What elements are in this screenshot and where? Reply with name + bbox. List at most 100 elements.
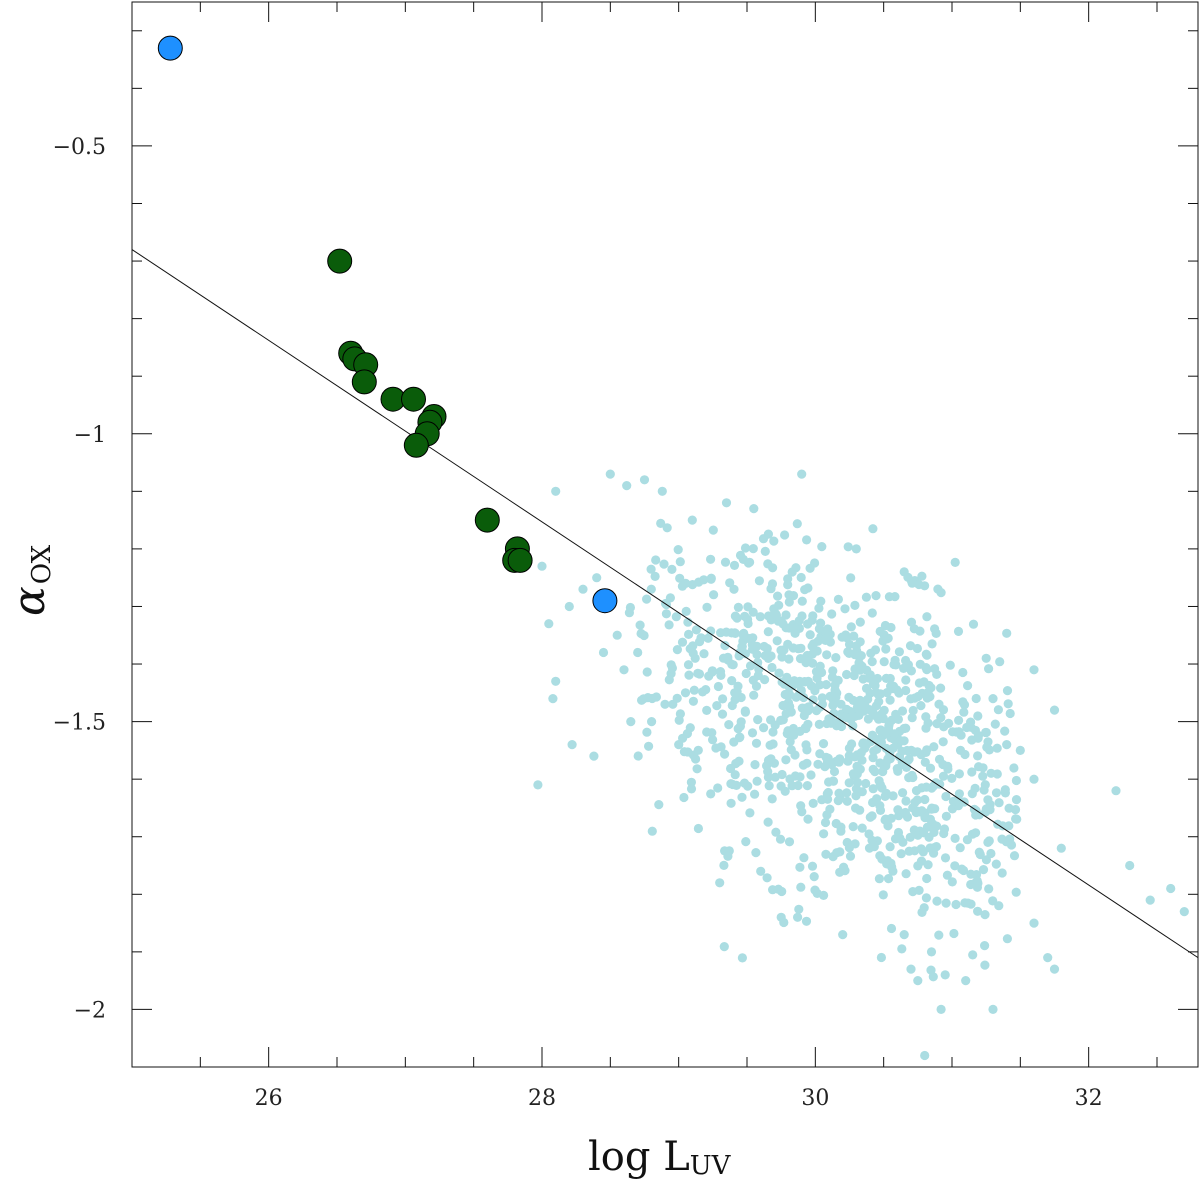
cloud-point <box>767 579 778 589</box>
data-point <box>926 947 937 957</box>
cloud-point <box>754 576 765 586</box>
cloud-point <box>719 942 729 952</box>
cloud-point <box>828 776 839 786</box>
cloud-point <box>846 622 856 632</box>
cloud-point <box>662 523 672 533</box>
data-point <box>544 619 554 629</box>
cloud-point <box>679 792 689 803</box>
cloud-point <box>625 602 636 613</box>
cloud-point <box>828 700 838 711</box>
data-point <box>674 740 684 750</box>
cloud-point <box>886 858 896 868</box>
cloud-point <box>829 708 839 719</box>
cloud-point <box>991 859 1001 869</box>
cloud-point <box>807 861 818 871</box>
cloud-point <box>737 642 747 652</box>
cloud-point <box>871 711 881 721</box>
cloud-point <box>795 862 805 872</box>
data-point <box>1125 860 1135 871</box>
cloud-point <box>992 743 1002 753</box>
cloud-point <box>884 592 895 602</box>
y-tick-label: −0.5 <box>53 135 106 160</box>
cloud-point <box>872 673 883 684</box>
cloud-point <box>868 764 878 775</box>
cloud-point <box>720 557 731 567</box>
cloud-point <box>833 796 843 806</box>
cloud-point <box>735 550 746 561</box>
cloud-point <box>867 608 877 618</box>
cloud-point <box>995 657 1005 667</box>
cloud-point <box>790 750 800 760</box>
data-point <box>612 630 622 640</box>
cloud-point <box>823 794 833 804</box>
cloud-point <box>651 555 661 565</box>
cloud-point <box>809 872 819 882</box>
cloud-point <box>703 633 713 643</box>
cloud-point <box>953 626 964 637</box>
cloud-point <box>765 740 775 750</box>
cloud-point <box>650 571 660 582</box>
cloud-point <box>971 693 981 704</box>
cloud-point <box>881 644 891 654</box>
cloud-point <box>955 843 965 853</box>
cloud-point <box>843 542 853 552</box>
cloud-point <box>949 928 959 939</box>
cloud-point <box>877 783 887 793</box>
cloud-point <box>814 603 824 613</box>
cloud-point <box>855 617 865 627</box>
cloud-point <box>821 849 831 859</box>
cloud-point <box>963 681 973 691</box>
cloud-point <box>743 633 753 644</box>
cloud-point <box>681 606 691 617</box>
cloud-point <box>796 643 806 653</box>
cloud-point <box>801 740 811 750</box>
cloud-point <box>923 860 933 870</box>
cloud-point <box>776 645 786 655</box>
cloud-point <box>764 781 774 791</box>
cloud-point <box>856 651 866 661</box>
cloud-point <box>837 632 847 642</box>
cloud-point <box>941 898 951 908</box>
cloud-point <box>793 780 803 791</box>
y-tick-label: −1.5 <box>53 711 106 736</box>
cloud-point <box>892 764 902 774</box>
cloud-point <box>936 683 946 693</box>
cloud-point <box>831 653 841 663</box>
cloud-point <box>981 727 991 738</box>
cloud-point <box>818 739 829 749</box>
cloud-point <box>637 695 647 705</box>
cloud-point <box>768 563 778 573</box>
cloud-point <box>942 870 953 880</box>
fit-line <box>131 249 1199 959</box>
cloud-point <box>713 783 723 793</box>
cloud-point <box>727 700 737 711</box>
cloud-point <box>798 760 809 770</box>
cloud-point <box>947 877 957 887</box>
data-point <box>589 751 599 761</box>
cloud-point <box>844 778 854 788</box>
axes: 26 28 30 32 −2 −1.5 −1 −0.5 <box>53 1 1199 1111</box>
cloud-point <box>774 600 784 610</box>
green-point <box>401 386 426 412</box>
blue-point <box>592 588 618 614</box>
cloud-point <box>769 536 779 546</box>
cloud-point <box>843 647 853 657</box>
cloud-point <box>654 800 664 810</box>
cloud-point <box>916 844 926 854</box>
cloud-point <box>954 789 965 799</box>
cloud-point <box>922 650 932 660</box>
cloud-point <box>727 659 737 670</box>
cloud-point <box>922 612 932 622</box>
y-tick-label: −1 <box>74 423 106 448</box>
cloud-point <box>861 683 872 694</box>
cloud-point <box>672 693 682 703</box>
cloud-point <box>873 690 884 700</box>
cloud-point <box>1003 699 1013 709</box>
cloud-point <box>763 772 774 782</box>
cloud-point <box>749 690 759 700</box>
cloud-point <box>925 814 936 824</box>
cloud-point <box>661 609 672 619</box>
green-point <box>403 432 429 458</box>
cloud-point <box>752 776 762 786</box>
